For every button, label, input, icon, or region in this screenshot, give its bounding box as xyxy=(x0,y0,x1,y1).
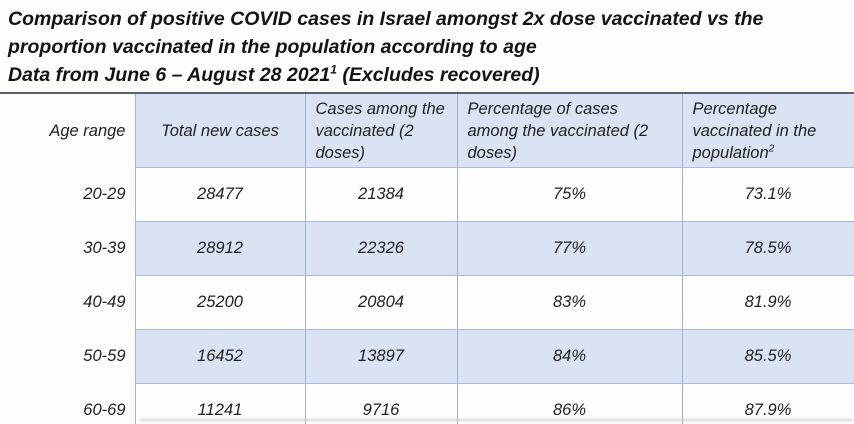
cell-pct-population-vaccinated: 73.1% xyxy=(681,167,854,222)
cell-pct-population-vaccinated: 78.5% xyxy=(681,221,854,276)
column-header-pct-vaccinated-in-population: Percentage vaccinated in the population2 xyxy=(681,93,854,168)
cell-total-new-cases: 25200 xyxy=(134,275,305,330)
cell-pct-population-vaccinated: 87.9% xyxy=(681,383,854,424)
header-footnote-2-marker: 2 xyxy=(768,143,775,154)
cell-total-new-cases: 28477 xyxy=(134,167,305,222)
cell-pct-cases-vaccinated: 83% xyxy=(456,275,682,330)
column-header-cases-among-vaccinated: Cases among the vaccinated (2 doses) xyxy=(304,93,457,168)
cell-pct-population-vaccinated: 85.5% xyxy=(681,329,854,384)
cell-age: 50-59 xyxy=(83,347,126,365)
title-line-2: proportion vaccinated in the population … xyxy=(8,36,537,58)
cell-age: 40-49 xyxy=(83,293,126,311)
cell-pct-cases-vaccinated: 86% xyxy=(456,383,682,424)
column-header-age-range: Age range xyxy=(49,121,126,140)
cell-pct-cases-vaccinated: 77% xyxy=(456,221,682,276)
cell-total-new-cases: 28912 xyxy=(134,221,305,276)
table-row-60-69: 60-69 11241 9716 86% 87.9% xyxy=(0,383,854,424)
cell-pct-cases-vaccinated: 84% xyxy=(456,329,682,384)
column-header-total-new-cases: Total new cases xyxy=(134,93,305,168)
cell-cases-vaccinated: 21384 xyxy=(304,167,457,222)
cell-age: 20-29 xyxy=(83,185,126,203)
cell-pct-cases-vaccinated: 75% xyxy=(456,167,682,222)
title-line-3-suffix: (Excludes recovered) xyxy=(336,64,540,86)
cell-cases-vaccinated: 13897 xyxy=(304,329,457,384)
cell-age: 60-69 xyxy=(83,401,126,420)
table-drop-shadow xyxy=(140,419,852,421)
table-row-20-29: 20-29 28477 21384 75% 73.1% xyxy=(0,167,854,222)
cell-cases-vaccinated: 22326 xyxy=(304,221,457,276)
column-header-pct-vaccinated-text: Percentage vaccinated in the population xyxy=(692,99,817,162)
cell-total-new-cases: 11241 xyxy=(134,383,305,424)
cell-total-new-cases: 16452 xyxy=(134,329,305,384)
title-line-3: Data from June 6 – August 28 20211 (Excl… xyxy=(8,61,844,89)
cell-pct-population-vaccinated: 81.9% xyxy=(681,275,854,330)
header-row: Age range Total new cases Cases among th… xyxy=(0,93,854,168)
cell-age: 30-39 xyxy=(83,239,126,257)
title-footnote-1-marker: 1 xyxy=(330,62,337,77)
cell-cases-vaccinated: 9716 xyxy=(304,383,457,424)
covid-cases-table: Age range Total new cases Cases among th… xyxy=(0,92,854,424)
cell-cases-vaccinated: 20804 xyxy=(304,275,457,330)
column-header-pct-cases-among-vaccinated: Percentage of cases among the vaccinated… xyxy=(456,93,682,168)
table-row-40-49: 40-49 25200 20804 83% 81.9% xyxy=(0,275,854,330)
title-line-3-text: Data from June 6 – August 28 2021 xyxy=(8,64,331,86)
table-row-30-39: 30-39 28912 22326 77% 78.5% xyxy=(0,221,854,276)
table-row-50-59: 50-59 16452 13897 84% 85.5% xyxy=(0,329,854,384)
title-block: Comparison of positive COVID cases in Is… xyxy=(0,0,854,89)
title-line-1: Comparison of positive COVID cases in Is… xyxy=(8,8,764,30)
